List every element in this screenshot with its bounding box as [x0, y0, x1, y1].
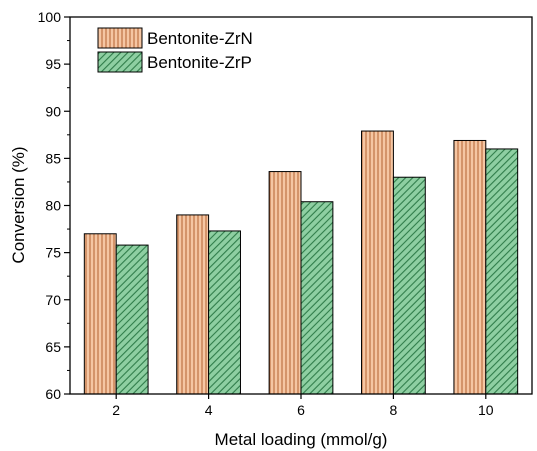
- y-tick-label: 90: [45, 103, 61, 119]
- x-tick-label: 6: [297, 402, 305, 418]
- x-axis-title: Metal loading (mmol/g): [215, 430, 388, 449]
- plot-frame: [69, 16, 533, 395]
- x-tick-label: 4: [205, 402, 213, 418]
- y-tick-label: 100: [38, 9, 62, 25]
- legend-label-zrp: Bentonite-ZrP: [147, 53, 252, 72]
- bar-zrp-10: [485, 148, 519, 395]
- bar-zrn-6: [268, 171, 302, 395]
- y-axis-title: Conversion (%): [9, 146, 28, 263]
- y-tick-label: 95: [45, 56, 61, 72]
- legend-swatch-zrn: [97, 27, 143, 49]
- y-tick-label: 70: [45, 292, 61, 308]
- y-tick-label: 80: [45, 198, 61, 214]
- legend-swatch-zrp: [97, 51, 143, 73]
- bar-zrp-4: [208, 230, 241, 395]
- bar-zrn-4: [176, 214, 210, 395]
- legend: Bentonite-ZrN Bentonite-ZrP: [97, 27, 253, 73]
- bar-zrp-6: [300, 201, 334, 395]
- bar-zrn-2: [83, 233, 117, 395]
- y-tick-label: 60: [45, 386, 61, 402]
- x-tick-label: 2: [112, 402, 120, 418]
- x-tick-label: 8: [390, 402, 398, 418]
- legend-label-zrn: Bentonite-ZrN: [147, 29, 253, 48]
- bar-zrn-8: [361, 130, 394, 395]
- bars: [83, 130, 519, 395]
- axis-ticks: 2 4 6 8 10 60 65 70 75 80 85 90 95 100: [38, 9, 494, 418]
- bar-zrp-2: [115, 244, 149, 395]
- y-tick-label: 75: [45, 245, 61, 261]
- x-tick-label: 10: [478, 402, 494, 418]
- bar-zrp-8: [392, 176, 426, 395]
- y-tick-label: 65: [45, 339, 61, 355]
- y-tick-label: 85: [45, 150, 61, 166]
- bar-zrn-10: [453, 139, 487, 395]
